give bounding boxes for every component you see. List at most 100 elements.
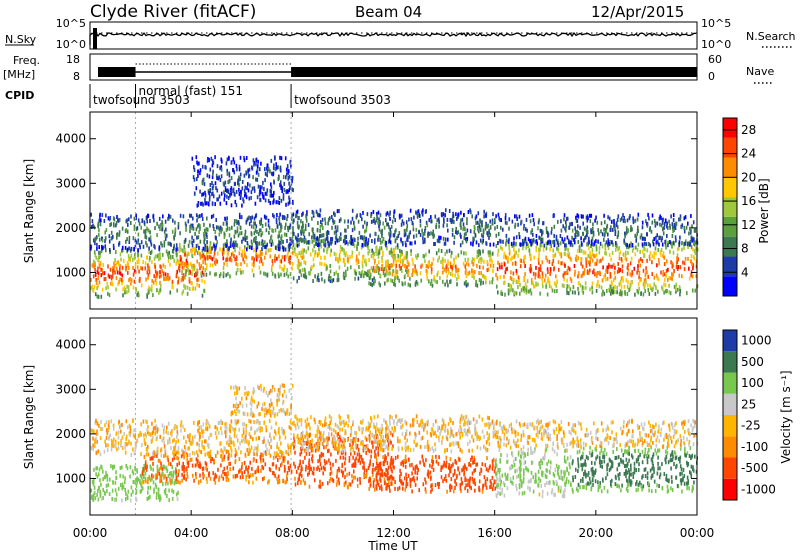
- range-gate-cell: [121, 498, 123, 503]
- range-gate-cell: [110, 438, 113, 443]
- range-gate-cell: [693, 256, 696, 261]
- range-gate-cell: [120, 423, 122, 428]
- nave-tick-bottom: 0: [708, 70, 715, 83]
- range-gate-cell: [247, 467, 249, 472]
- range-gate-cell: [397, 276, 399, 281]
- range-gate-cell: [164, 233, 167, 238]
- range-gate-cell: [290, 469, 293, 474]
- range-gate-cell: [182, 214, 185, 219]
- range-gate-cell: [512, 271, 515, 276]
- nsearch-tick-top: 10^5: [701, 17, 731, 30]
- range-gate-cell: [526, 279, 529, 284]
- range-gate-cell: [518, 214, 521, 219]
- range-gate-cell: [107, 443, 109, 448]
- range-gate-cell: [394, 229, 396, 234]
- range-gate-cell: [594, 272, 596, 277]
- range-gate-cell: [272, 193, 275, 198]
- range-gate-cell: [676, 253, 679, 258]
- range-gate-cell: [416, 281, 419, 286]
- range-gate-cell: [284, 247, 287, 252]
- range-gate-cell: [612, 286, 614, 291]
- range-gate-cell: [258, 192, 261, 197]
- range-gate-cell: [92, 482, 95, 487]
- range-gate-cell: [456, 230, 458, 235]
- range-gate-cell: [556, 246, 558, 251]
- range-gate-cell: [175, 469, 177, 474]
- range-gate-cell: [393, 210, 395, 215]
- range-gate-cell: [176, 479, 179, 484]
- range-gate-cell: [666, 259, 668, 264]
- range-gate-cell: [530, 241, 532, 246]
- range-gate-cell: [286, 411, 288, 416]
- range-gate-cell: [511, 256, 513, 260]
- range-gate-cell: [220, 454, 222, 458]
- range-gate-cell: [657, 289, 659, 294]
- range-gate-cell: [276, 402, 278, 407]
- range-gate-cell: [495, 233, 498, 238]
- range-gate-cell: [404, 273, 407, 278]
- range-gate-cell: [302, 224, 304, 229]
- range-gate-cell: [324, 461, 326, 466]
- range-gate-cell: [240, 270, 242, 275]
- range-gate-cell: [257, 419, 259, 424]
- range-gate-cell: [482, 234, 484, 239]
- range-gate-cell: [483, 214, 485, 219]
- range-gate-cell: [436, 272, 439, 277]
- range-gate-cell: [102, 245, 105, 250]
- range-gate-cell: [357, 236, 359, 241]
- range-gate-cell: [488, 253, 490, 258]
- range-gate-cell: [136, 226, 139, 231]
- nsky-tick-bottom: 10^0: [56, 38, 86, 51]
- range-gate-cell: [186, 466, 188, 471]
- range-gate-cell: [246, 448, 248, 453]
- range-gate-cell: [280, 240, 283, 245]
- range-gate-cell: [232, 385, 235, 390]
- range-gate-cell: [491, 221, 494, 226]
- range-gate-cell: [673, 228, 675, 232]
- range-gate-cell: [224, 425, 227, 430]
- range-gate-cell: [283, 272, 286, 277]
- range-gate-cell: [582, 290, 585, 295]
- range-gate-cell: [499, 275, 502, 280]
- range-gate-cell: [425, 252, 427, 257]
- range-gate-cell: [459, 232, 462, 237]
- range-gate-cell: [280, 449, 282, 454]
- range-gate-cell: [263, 420, 266, 425]
- range-gate-cell: [209, 263, 212, 268]
- range-gate-cell: [671, 233, 674, 238]
- range-gate-cell: [677, 287, 679, 292]
- range-gate-cell: [331, 279, 333, 284]
- range-gate-cell: [519, 242, 521, 247]
- range-gate-cell: [145, 240, 147, 245]
- range-gate-cell: [175, 253, 178, 258]
- range-gate-cell: [690, 259, 692, 264]
- range-gate-cell: [255, 170, 258, 175]
- range-gate-cell: [651, 220, 654, 225]
- range-gate-cell: [537, 220, 540, 225]
- range-gate-cell: [220, 426, 222, 431]
- range-gate-cell: [445, 208, 447, 213]
- range-gate-cell: [225, 188, 227, 193]
- range-gate-cell: [526, 242, 528, 246]
- range-gate-cell: [482, 228, 485, 233]
- range-gate-cell: [222, 247, 225, 252]
- range-gate-cell: [552, 214, 555, 219]
- range-gate-cell: [158, 274, 161, 279]
- range-gate-cell: [240, 450, 242, 455]
- range-gate-cell: [266, 191, 268, 196]
- range-gate-cell: [186, 261, 189, 265]
- range-gate-cell: [171, 457, 174, 462]
- range-gate-cell: [161, 471, 164, 476]
- range-gate-cell: [621, 269, 624, 274]
- range-gate-cell: [339, 232, 342, 237]
- range-gate-cell: [344, 263, 346, 267]
- range-gate-cell: [388, 238, 391, 243]
- range-gate-cell: [263, 195, 265, 200]
- range-gate-cell: [669, 240, 671, 244]
- range-gate-cell: [690, 228, 692, 233]
- range-gate-cell: [154, 269, 157, 274]
- range-gate-cell: [95, 431, 98, 436]
- range-gate-cell: [176, 247, 179, 252]
- range-gate-cell: [366, 273, 368, 277]
